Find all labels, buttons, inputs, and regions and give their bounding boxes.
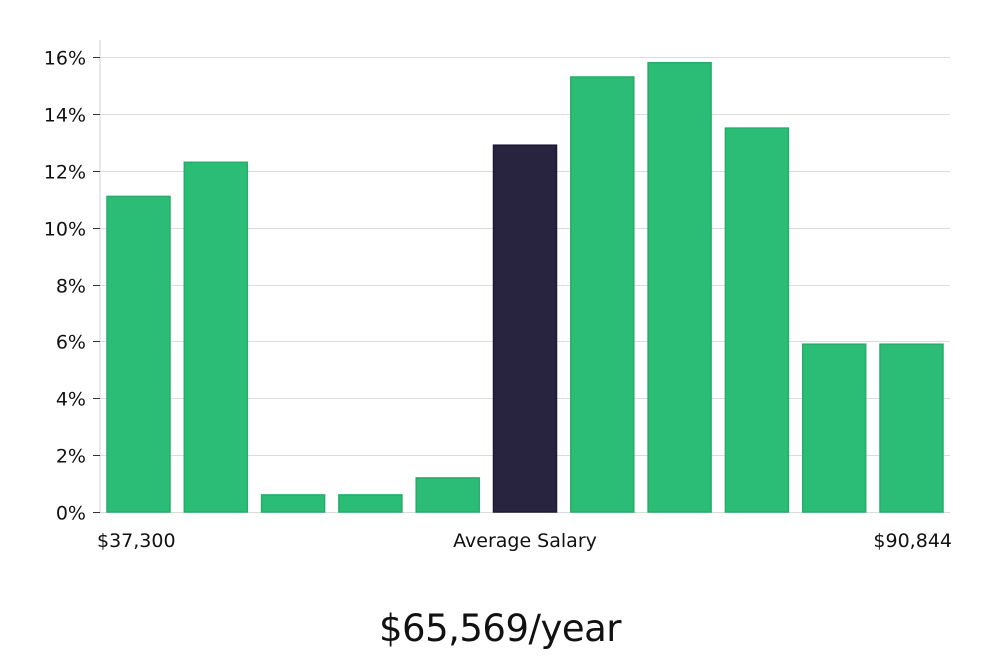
- bar-average-salary: [492, 144, 558, 513]
- y-tick-label: 12%: [44, 162, 86, 184]
- bar: [724, 127, 790, 513]
- average-salary-value: $65,569/year: [378, 607, 622, 650]
- axes: [93, 40, 101, 513]
- x-label-min: $37,300: [97, 530, 176, 552]
- bar: [647, 61, 712, 513]
- bar: [106, 195, 171, 513]
- y-tick-label: 8%: [56, 276, 86, 298]
- y-tick-label: 6%: [56, 332, 86, 354]
- bar: [183, 161, 249, 513]
- x-label-average: Average Salary: [453, 530, 597, 552]
- y-tick-label: 2%: [56, 446, 86, 468]
- bar: [415, 477, 480, 513]
- y-tick-label: 0%: [56, 503, 86, 525]
- y-tick-label: 16%: [44, 48, 86, 70]
- bar: [570, 76, 635, 513]
- bar: [879, 343, 944, 513]
- y-tick-label: 10%: [44, 219, 86, 241]
- bar: [338, 494, 403, 513]
- x-labels: $37,300 Average Salary $90,844: [97, 530, 952, 552]
- y-tick-label: 14%: [44, 105, 86, 127]
- bars: [106, 61, 944, 513]
- histogram-svg: 0% 2% 4% 6% 8% 10% 12% 14% 16% $37,300 Average S…: [44, 40, 952, 552]
- bar: [801, 343, 867, 513]
- x-label-max: $90,844: [873, 530, 952, 552]
- y-tick-labels: 0% 2% 4% 6% 8% 10% 12% 14% 16%: [44, 48, 86, 525]
- salary-histogram: 0% 2% 4% 6% 8% 10% 12% 14% 16% $37,300 Average S…: [44, 40, 952, 552]
- bar: [260, 494, 326, 513]
- y-tick-label: 4%: [56, 389, 86, 411]
